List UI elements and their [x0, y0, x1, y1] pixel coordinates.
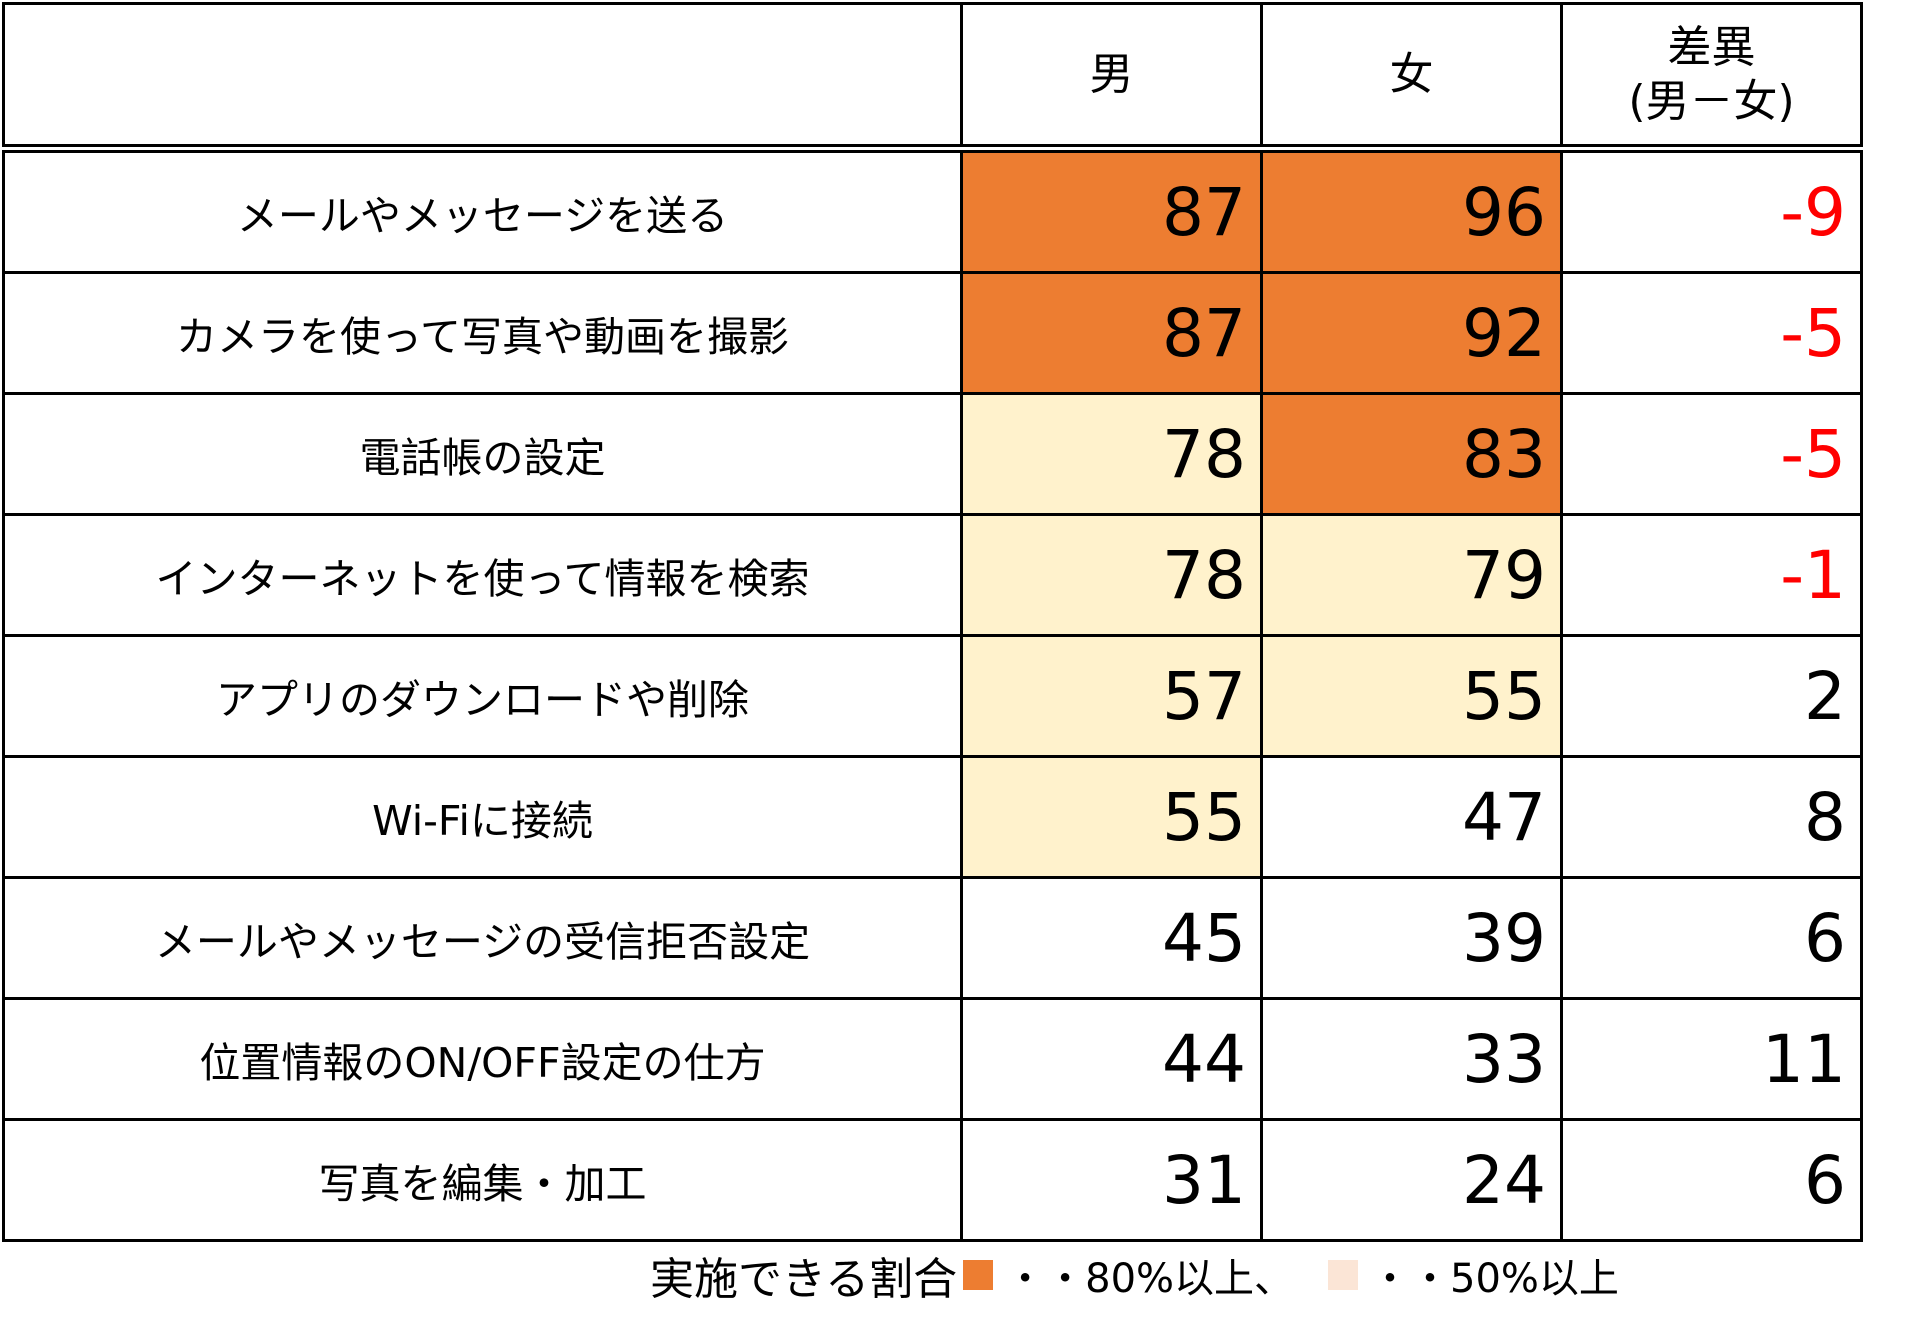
results-table-container: 男 女 差異 (男－女) メールやメッセージを送る 87 96 -9 カメラを使って写真… — [2, 2, 1863, 1242]
diff-value-cell: 6 — [1560, 876, 1863, 1000]
row-label: Wi-Fiに接続 — [2, 755, 963, 879]
diff-value-cell: 8 — [1560, 755, 1863, 879]
legend-high-text: ・・80%以上、 — [1005, 1256, 1295, 1302]
header-item-column — [2, 2, 963, 153]
row-label: メールやメッセージの受信拒否設定 — [2, 876, 963, 1000]
male-value-cell: 87 — [960, 271, 1263, 395]
legend: 実施できる割合 ・・80%以上、 ・・50%以上 — [650, 1240, 1619, 1310]
female-value-cell: 39 — [1260, 876, 1563, 1000]
male-value-cell: 57 — [960, 634, 1263, 758]
female-value-cell: 55 — [1260, 634, 1563, 758]
row-label: 位置情報のON/OFF設定の仕方 — [2, 997, 963, 1121]
table-row: カメラを使って写真や動画を撮影 87 92 -5 — [2, 271, 1863, 395]
row-label: アプリのダウンロードや削除 — [2, 634, 963, 758]
diff-value-cell: 6 — [1560, 1118, 1863, 1242]
female-value-cell: 33 — [1260, 997, 1563, 1121]
female-value-cell: 24 — [1260, 1118, 1563, 1242]
female-value-cell: 92 — [1260, 271, 1563, 395]
female-value-cell: 83 — [1260, 392, 1563, 516]
header-diff-line2: (男－女) — [1628, 75, 1795, 127]
legend-mid-swatch — [1328, 1260, 1359, 1290]
table-row: メールやメッセージを送る 87 96 -9 — [2, 147, 1863, 274]
header-female: 女 — [1260, 2, 1563, 153]
table-body: メールやメッセージを送る 87 96 -9 カメラを使って写真や動画を撮影 87 92 -5 電… — [2, 147, 1863, 1242]
male-value-cell: 45 — [960, 876, 1263, 1000]
male-value-cell: 87 — [960, 147, 1263, 274]
diff-value-cell: -9 — [1560, 147, 1863, 274]
legend-high-swatch — [963, 1260, 994, 1290]
header-male: 男 — [960, 2, 1263, 153]
female-value-cell: 47 — [1260, 755, 1563, 879]
results-table: 男 女 差異 (男－女) メールやメッセージを送る 87 96 -9 カメラを使って写真… — [2, 2, 1863, 1242]
header-row: 男 女 差異 (男－女) — [2, 2, 1863, 153]
legend-prefix: 実施できる割合 — [650, 1254, 958, 1305]
header-diff-line1: 差異 — [1667, 21, 1756, 73]
row-label: メールやメッセージを送る — [2, 147, 963, 274]
diff-value-cell: -5 — [1560, 392, 1863, 516]
table-row: 位置情報のON/OFF設定の仕方 44 33 11 — [2, 997, 1863, 1121]
table-row: Wi-Fiに接続 55 47 8 — [2, 755, 1863, 879]
row-label: 電話帳の設定 — [2, 392, 963, 516]
male-value-cell: 44 — [960, 997, 1263, 1121]
male-value-cell: 55 — [960, 755, 1263, 879]
diff-value-cell: 2 — [1560, 634, 1863, 758]
male-value-cell: 78 — [960, 392, 1263, 516]
table-row: アプリのダウンロードや削除 57 55 2 — [2, 634, 1863, 758]
diff-value-cell: 11 — [1560, 997, 1863, 1121]
row-label: インターネットを使って情報を検索 — [2, 513, 963, 637]
female-value-cell: 96 — [1260, 147, 1563, 274]
row-label: カメラを使って写真や動画を撮影 — [2, 271, 963, 395]
table-row: インターネットを使って情報を検索 78 79 -1 — [2, 513, 1863, 637]
table-row: メールやメッセージの受信拒否設定 45 39 6 — [2, 876, 1863, 1000]
diff-value-cell: -5 — [1560, 271, 1863, 395]
legend-mid-text: ・・50%以上 — [1370, 1256, 1619, 1302]
female-value-cell: 79 — [1260, 513, 1563, 637]
row-label: 写真を編集・加工 — [2, 1118, 963, 1242]
table-row: 写真を編集・加工 31 24 6 — [2, 1118, 1863, 1242]
male-value-cell: 31 — [960, 1118, 1263, 1242]
diff-value-cell: -1 — [1560, 513, 1863, 637]
header-diff: 差異 (男－女) — [1560, 2, 1863, 153]
male-value-cell: 78 — [960, 513, 1263, 637]
table-row: 電話帳の設定 78 83 -5 — [2, 392, 1863, 516]
